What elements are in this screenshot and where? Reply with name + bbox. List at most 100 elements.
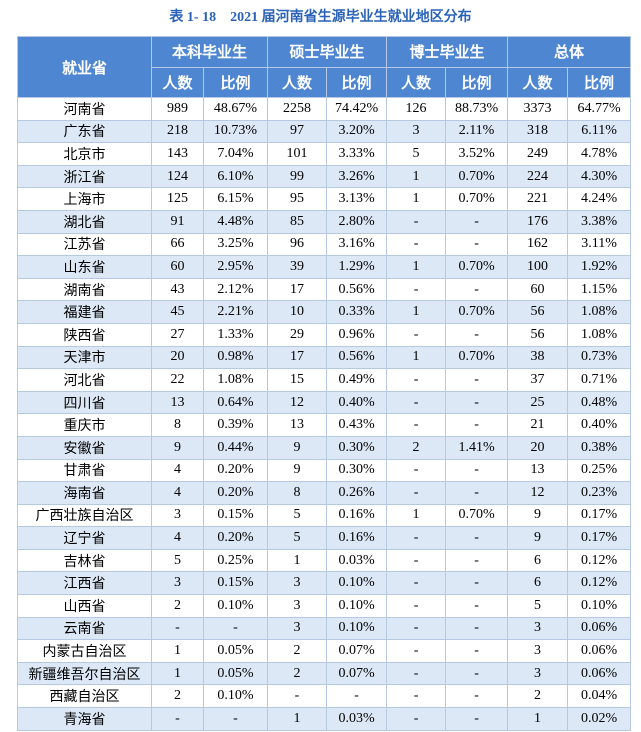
value-cell: 4 <box>151 526 204 550</box>
value-cell: 3 <box>507 639 569 663</box>
table-row: 广东省 218 10.73% 97 3.20% 3 2.11% 318 6.11% <box>17 119 632 144</box>
table-row: 上海市 125 6.15% 95 3.13% 1 0.70% 221 4.24% <box>17 187 632 211</box>
value-cell: - <box>386 277 447 302</box>
value-cell: 2 <box>386 435 447 460</box>
table-row: 海南省 4 0.20% 8 0.26% - -12 0.23% <box>17 481 632 505</box>
table-row: 湖北省 91 4.48% 85 2.80% - -176 3.38% <box>17 209 632 234</box>
value-cell: - <box>386 684 447 709</box>
value-cell: - <box>386 707 447 731</box>
value-cell: 4 <box>151 458 204 483</box>
table-row: 河南省 989 48.67% 2258 74.42% 126 88.73% 3373 64.77… <box>17 97 632 121</box>
value-cell: 0.70% <box>445 164 509 189</box>
value-cell: 96 <box>267 232 328 257</box>
value-cell: 3 <box>267 594 328 618</box>
value-cell: 0.10% <box>326 571 388 596</box>
value-cell: 0.70% <box>445 255 509 279</box>
value-cell: 21 <box>507 413 569 437</box>
province-cell: 江西省 <box>17 571 152 596</box>
value-cell: 1 <box>507 707 569 731</box>
value-cell: 0.04% <box>567 684 632 709</box>
value-cell: 48.67% <box>202 97 269 121</box>
value-cell: 20 <box>151 345 204 370</box>
table-row: 江苏省 66 3.25% 96 3.16% - -162 3.11% <box>17 232 632 257</box>
table-header: 就业省 本科毕业生 硕士毕业生 博士毕业生 总体 人数 比例 人数 比例 人数 比例 人数 比例 <box>17 36 632 98</box>
value-cell: 12 <box>267 390 328 415</box>
value-cell: 3 <box>151 503 204 528</box>
value-cell: 97 <box>267 119 328 144</box>
value-cell: - <box>386 413 447 437</box>
province-cell: 吉林省 <box>17 548 152 573</box>
value-cell: 56 <box>507 300 569 324</box>
value-cell: 0.23% <box>567 481 632 505</box>
value-cell: 224 <box>507 164 569 189</box>
table-row: 云南省 - -3 0.10% - -3 0.06% <box>17 616 632 641</box>
value-cell: 27 <box>151 322 204 347</box>
value-cell: - <box>386 232 447 257</box>
table-row: 甘肃省 4 0.20% 9 0.30% - -13 0.25% <box>17 458 632 483</box>
table-title: 表 1- 18 2021 届河南省生源毕业生就业地区分布 <box>169 10 472 25</box>
value-cell: 0.30% <box>326 435 388 460</box>
value-cell: - <box>445 232 509 257</box>
value-cell: 5 <box>507 594 569 618</box>
value-cell: 88.73% <box>445 97 509 121</box>
value-cell: 0.07% <box>326 639 388 663</box>
value-cell: - <box>386 481 447 505</box>
value-cell: - <box>445 661 509 686</box>
value-cell: 0.15% <box>202 571 269 596</box>
value-cell: 1 <box>386 255 447 279</box>
value-cell: 0.73% <box>567 345 632 370</box>
value-cell: 3 <box>267 616 328 641</box>
value-cell: - <box>386 571 447 596</box>
value-cell: 0.10% <box>567 594 632 618</box>
province-cell: 广西壮族自治区 <box>17 503 152 528</box>
value-cell: - <box>386 322 447 347</box>
value-cell: 1.41% <box>445 435 509 460</box>
value-cell: 64.77% <box>567 97 632 121</box>
value-cell: - <box>445 413 509 437</box>
value-cell: 4.48% <box>202 209 269 234</box>
province-cell: 江苏省 <box>17 232 152 257</box>
value-cell: 0.20% <box>202 458 269 483</box>
value-cell: 38 <box>507 345 569 370</box>
value-cell: 3.33% <box>326 142 388 166</box>
value-cell: 3.16% <box>326 232 388 257</box>
value-cell: - <box>386 209 447 234</box>
value-cell: 9 <box>267 458 328 483</box>
value-cell: 0.05% <box>202 639 269 663</box>
value-cell: 0.70% <box>445 300 509 324</box>
value-cell: 1 <box>151 639 204 663</box>
value-cell: 125 <box>151 187 204 211</box>
value-cell: - <box>445 209 509 234</box>
value-cell: 5 <box>151 548 204 573</box>
value-cell: 0.56% <box>326 277 388 302</box>
table: 就业省 本科毕业生 硕士毕业生 博士毕业生 总体 人数 比例 人数 比例 人数 比例 人数 比例 河南… <box>17 36 632 731</box>
table-row: 广西壮族自治区 3 0.15% 5 0.16% 1 0.70% 9 0.17% <box>17 503 632 528</box>
value-cell: 0.12% <box>567 548 632 573</box>
value-cell: 43 <box>151 277 204 302</box>
column-header: 人数 <box>267 66 328 98</box>
table-row: 新疆维吾尔自治区 1 0.05% 2 0.07% - -3 0.06% <box>17 661 632 686</box>
value-cell: 2 <box>507 684 569 709</box>
province-cell: 浙江省 <box>17 164 152 189</box>
value-cell: 1.08% <box>567 322 632 347</box>
value-cell: - <box>445 390 509 415</box>
value-cell: 25 <box>507 390 569 415</box>
table-row: 陕西省 27 1.33% 29 0.96% - -56 1.08% <box>17 322 632 347</box>
value-cell: - <box>202 707 269 731</box>
column-header: 人数 <box>386 66 447 98</box>
value-cell: 0.03% <box>326 707 388 731</box>
value-cell: 0.70% <box>445 345 509 370</box>
column-header: 比例 <box>567 66 632 98</box>
value-cell: 0.25% <box>202 548 269 573</box>
value-cell: 0.30% <box>326 458 388 483</box>
value-cell: - <box>445 368 509 392</box>
value-cell: 3 <box>507 616 569 641</box>
value-cell: 0.48% <box>567 390 632 415</box>
table-body: 河南省 989 48.67% 2258 74.42% 126 88.73% 3373 64.77… <box>17 97 632 731</box>
province-cell: 广东省 <box>17 119 152 144</box>
value-cell: 9 <box>151 435 204 460</box>
value-cell: 0.70% <box>445 503 509 528</box>
province-cell: 北京市 <box>17 142 152 166</box>
value-cell: 66 <box>151 232 204 257</box>
value-cell: 218 <box>151 119 204 144</box>
